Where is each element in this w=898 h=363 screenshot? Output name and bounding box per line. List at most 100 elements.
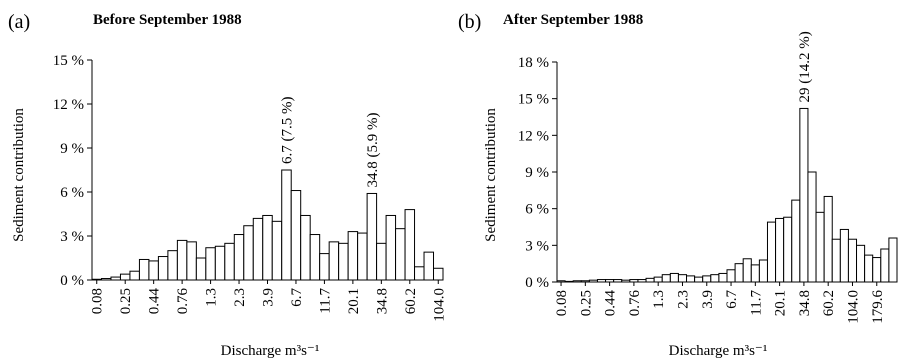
bar-b [726,269,736,283]
bar-b [775,217,785,283]
x-tick-label-b: 6.7 [724,290,740,309]
x-axis-label-a: Discharge m³s⁻¹ [221,343,320,359]
y-tick-label-b: 6 % [525,202,549,218]
bar-b [694,276,704,283]
x-tick-label-a: 0.44 [147,288,163,315]
annotation-a: 34.8 (5.9 %) [365,112,381,187]
chart-panel-b: (b) After September 1988 Sediment contri… [458,11,898,359]
bar-a [252,217,264,281]
bar-a [395,228,406,281]
bar-a [224,242,235,281]
bar-b [653,276,663,283]
x-tick-label-a: 60.2 [403,288,419,314]
x-tick-label-b: 104.0 [845,290,861,324]
bar-b [872,257,882,283]
bar-a [385,214,397,281]
bar-b [710,274,720,283]
annotation-a: 6.7 (7.5 %) [279,97,295,165]
x-tick-label-a: 0.08 [90,288,106,314]
bar-a [148,260,159,281]
x-tick-label-b: 60.2 [821,290,837,316]
bar-a [338,242,349,281]
x-tick-label-b: 179.6 [870,290,886,324]
bar-b [686,275,696,283]
x-axis-label-b: Discharge m³s⁻¹ [669,343,768,359]
x-tick-label-a: 20.1 [346,288,362,314]
bar-b [677,274,688,283]
x-tick-label-a: 104.0 [431,288,447,322]
bar-a [328,241,340,281]
y-ticks-b: 0 % 3 % 6 % 9 % 12 % 15 % 18 % [518,55,557,291]
bar-a [376,242,387,281]
bar-b [799,107,809,283]
bar-a [195,257,207,281]
bar-a [281,169,292,281]
x-tick-label-a: 0.25 [118,288,134,314]
bar-a [423,251,435,281]
bar-b [766,221,777,283]
bar-b [742,258,752,283]
annotations-b: 29 (14.2 %) [797,31,813,102]
bar-b [734,263,744,283]
bar-a [300,214,311,281]
x-tick-label-b: 0.76 [627,290,643,317]
y-tick-label-b: 0 % [525,275,549,291]
bar-b [661,274,671,283]
panel-label-a: (a) [8,11,30,33]
annotation-b: 29 (14.2 %) [797,31,813,102]
bar-a [309,234,321,281]
x-tick-label-b: 0.44 [603,290,619,317]
chart-panel-a: (a) Before September 1988 Sediment contr… [8,11,447,359]
bar-a [186,241,197,281]
bar-b [839,228,849,283]
y-tick-label-b: 9 % [525,165,549,181]
x-ticks-b: 0.08 0.25 0.44 0.76 1.3 2.3 3.9 6.7 11.7 20.1 34.8… [554,282,886,324]
bar-b [815,211,825,283]
bars-a [91,169,444,281]
x-tick-label-b: 20.1 [773,290,789,316]
bar-b [718,272,728,283]
bar-a [433,267,444,281]
x-tick-label-a: 6.7 [289,288,305,307]
bar-a [138,258,150,281]
bar-b [888,237,898,283]
bar-b [702,275,712,283]
y-axis-label-a: Sediment contribution [11,108,27,242]
bar-a [129,270,140,281]
panel-label-b: (b) [458,11,481,33]
x-tick-label-b: 1.3 [651,290,667,309]
bar-a [366,192,378,281]
bar-a [357,232,368,281]
bar-a [319,253,330,281]
x-tick-label-b: 11.7 [748,290,764,316]
y-tick-label-a: 15 % [53,53,84,69]
bar-a [347,231,359,281]
y-ticks-a: 0 % 3 % 6 % 9 % 12 % 15 % [53,53,92,289]
bars-b [556,107,898,283]
bar-b [750,264,760,283]
chart-title-b: After September 1988 [503,12,643,28]
bar-b [645,277,655,283]
bar-a [271,220,283,281]
y-tick-label-a: 9 % [60,141,84,157]
bar-a [414,266,425,281]
bar-b [758,259,768,283]
x-tick-label-a: 1.3 [204,288,220,307]
bar-b [669,272,679,283]
y-axis-label-b: Sediment contribution [483,108,499,242]
bar-b [783,216,793,283]
x-ticks-a: 0.08 0.25 0.44 0.76 1.3 2.3 3.9 6.7 11.7 20.1 34.8… [90,280,447,322]
y-tick-label-b: 3 % [525,238,549,254]
y-tick-label-b: 12 % [518,128,549,144]
bar-a [176,239,188,281]
bar-a [233,234,245,281]
y-tick-label-b: 15 % [518,92,549,108]
bar-b [807,171,817,283]
bar-b [791,199,801,283]
x-tick-label-b: 0.25 [578,290,594,316]
bar-a [167,250,178,281]
y-tick-label-a: 3 % [60,229,84,245]
bar-a [157,256,169,281]
x-tick-label-a: 3.9 [261,288,277,307]
